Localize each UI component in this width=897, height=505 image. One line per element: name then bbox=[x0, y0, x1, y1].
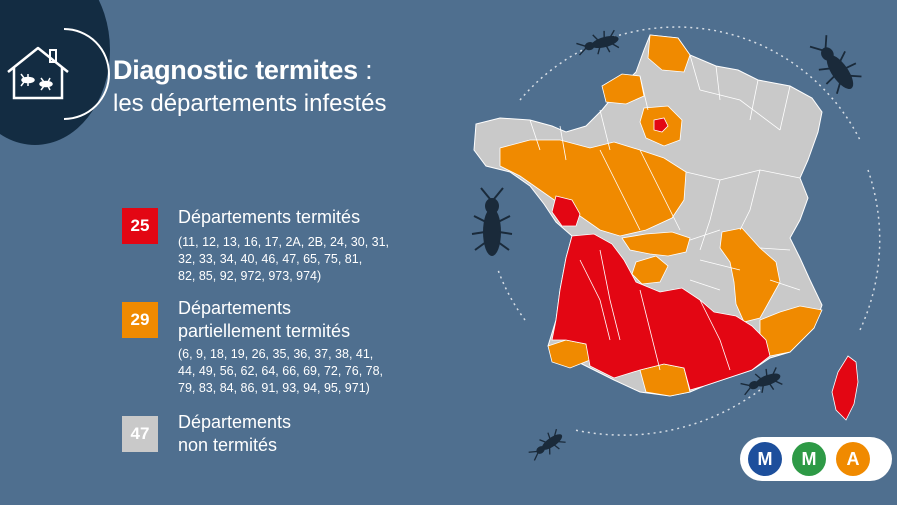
legend-list-line: (11, 12, 13, 16, 17, 2A, 2B, 24, 30, 31, bbox=[178, 235, 390, 249]
region-termite-corsica bbox=[831, 355, 859, 421]
page-title: Diagnostic termites : bbox=[113, 55, 373, 86]
house-termite-icon bbox=[0, 38, 72, 108]
orbit-dotted-arc bbox=[859, 169, 881, 331]
legend-count-none: 47 bbox=[122, 416, 158, 452]
logo-letter-m2: M bbox=[792, 442, 826, 476]
logo-letter-m1: M bbox=[748, 442, 782, 476]
orbit-dotted-arc bbox=[497, 269, 526, 321]
legend-list-line: 32, 33, 34, 40, 46, 47, 65, 75, 81, bbox=[178, 252, 363, 266]
orbit-dotted-arc bbox=[574, 389, 761, 436]
region-partial-north bbox=[647, 34, 691, 73]
legend-list-partial: (6, 9, 18, 19, 26, 35, 36, 37, 38, 41, 4… bbox=[178, 346, 383, 397]
legend-title-partial: Départements partiellement termités bbox=[178, 297, 350, 343]
termite-icon-top bbox=[576, 29, 620, 56]
legend-title-line: Départements termités bbox=[178, 207, 361, 227]
region-termite-paris bbox=[653, 117, 669, 133]
legend-list-line: 79, 83, 84, 86, 91, 93, 94, 95, 971) bbox=[178, 381, 370, 395]
legend-title-none: Départements non termités bbox=[178, 411, 291, 457]
department-borders bbox=[529, 54, 801, 371]
region-termite-southwest bbox=[551, 233, 771, 391]
region-partial-centre bbox=[621, 231, 691, 257]
legend-list-line: (6, 9, 18, 19, 26, 35, 36, 37, 38, 41, bbox=[178, 347, 374, 361]
logo-letter-a: A bbox=[836, 442, 870, 476]
region-partial-pyrenees bbox=[639, 363, 691, 397]
termite-icon-bottom bbox=[528, 428, 566, 461]
region-partial-normandy bbox=[601, 73, 645, 105]
title-colon: : bbox=[365, 55, 373, 85]
region-termite-vendee bbox=[551, 195, 581, 227]
legend-title-line: Départements bbox=[178, 298, 292, 318]
legend-list-termite: (11, 12, 13, 16, 17, 2A, 2B, 24, 30, 31,… bbox=[178, 234, 389, 285]
legend-title-line: partiellement termités bbox=[178, 321, 351, 341]
legend-count-termite: 25 bbox=[122, 208, 158, 244]
legend-title-termite: Départements termités bbox=[178, 206, 360, 229]
legend-count-partial: 29 bbox=[122, 302, 158, 338]
page-subtitle: les départements infestés bbox=[113, 90, 387, 117]
legend-title-line: non termités bbox=[178, 435, 278, 455]
region-partial-west bbox=[499, 139, 687, 237]
termite-icon-left bbox=[471, 187, 513, 256]
termite-icon-bottom-right bbox=[740, 367, 783, 396]
legend-list-line: 82, 85, 92, 972, 973, 974) bbox=[178, 269, 322, 283]
legend-title-line: Départements bbox=[178, 412, 292, 432]
title-text: Diagnostic termites bbox=[113, 55, 358, 85]
mma-logo: M M A bbox=[740, 437, 892, 481]
legend-list-line: 44, 49, 56, 62, 64, 66, 69, 72, 76, 78, bbox=[178, 364, 384, 378]
termite-icon-right bbox=[809, 35, 862, 94]
